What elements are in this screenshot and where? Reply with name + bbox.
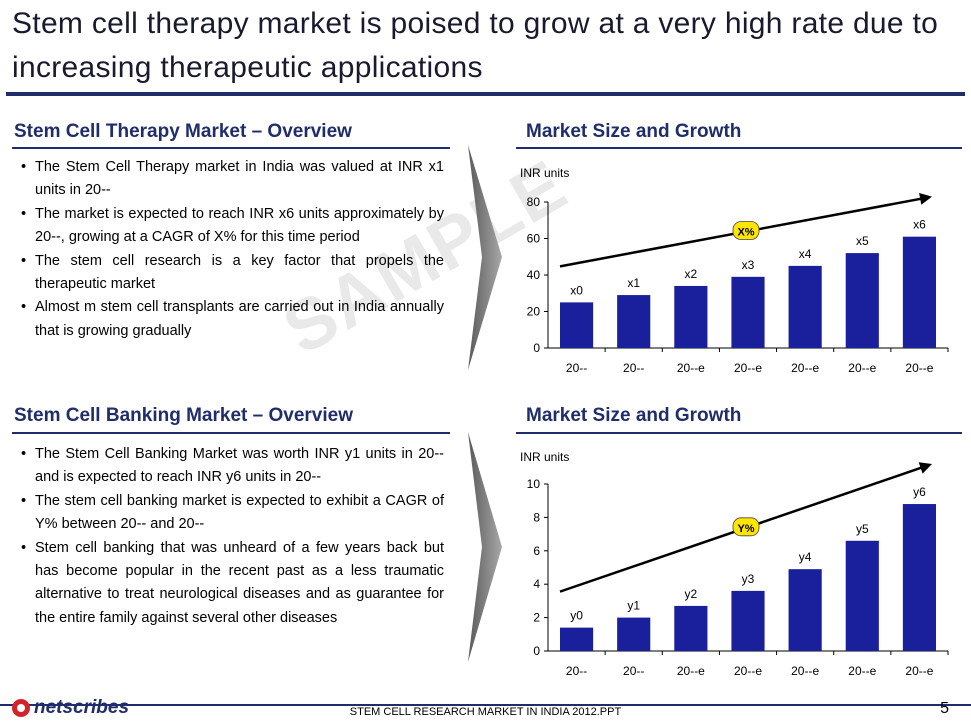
bar-data-label: x5 [856,234,869,248]
therapy-chart-heading-underline [516,147,962,149]
y-tick-label: 10 [527,477,541,491]
x-tick-label: 20--e [905,361,933,375]
bar [845,540,879,651]
bar [617,295,651,348]
x-tick-label: 20-- [566,361,587,375]
x-tick-label: 20--e [734,664,762,678]
therapy-bullets: The Stem Cell Therapy market in India wa… [20,156,444,343]
bar [902,236,936,348]
y-tick-label: 80 [527,195,541,209]
x-tick-label: 20-- [623,361,644,375]
netscribes-logo-icon [12,698,30,717]
bar-data-label: x0 [570,283,583,297]
x-tick-label: 20-- [623,664,644,678]
bar [845,253,879,348]
chevron-arrow-icon [468,145,502,370]
bar-data-label: y2 [685,587,698,601]
x-tick-label: 20--e [905,664,933,678]
netscribes-logo: netscribes [12,697,129,719]
x-tick-label: 20--e [791,664,819,678]
therapy-heading-underline [12,147,450,149]
y-tick-label: 0 [533,644,540,658]
banking-bullets: The Stem Cell Banking Market was worth I… [20,443,444,630]
bar-data-label: x2 [685,267,698,281]
bar-data-label: y5 [856,522,869,536]
bar-data-label: y1 [627,599,640,613]
therapy-heading: Stem Cell Therapy Market – Overview [14,121,352,142]
x-tick-label: 20--e [791,361,819,375]
bar [617,617,651,651]
bar-data-label: y4 [799,550,812,564]
bar-data-label: x3 [742,258,755,272]
bar [560,627,594,651]
y-tick-label: 4 [533,577,540,591]
y-axis-label: INR units [520,166,569,180]
banking-chart: INR units 0 2 4 6 8 10 y0 20-- y1 20-- y2 20--e y3 20-… [510,446,960,681]
footer-rule [0,704,971,706]
trend-arrowhead-icon [918,462,932,474]
footer-text: STEM CELL RESEARCH MARKET IN INDIA 2012.… [349,706,622,718]
y-tick-label: 20 [527,305,541,319]
y-tick-label: 0 [533,341,540,355]
cagr-label: X% [737,227,754,239]
slide-title: Stem cell therapy market is poised to gr… [12,7,939,84]
therapy-bullet: Almost m stem cell transplants are carri… [20,296,444,343]
bar [731,276,765,348]
y-tick-label: 2 [533,611,540,625]
banking-heading-underline [12,432,450,434]
bar-data-label: x6 [913,218,926,232]
bar [674,285,708,348]
banking-chart-heading: Market Size and Growth [526,405,742,426]
x-tick-label: 20-- [566,664,587,678]
cagr-badge [732,221,760,240]
x-tick-label: 20--e [677,664,705,678]
x-tick-label: 20--e [848,664,876,678]
title-rule [6,92,965,96]
bar-data-label: x1 [627,276,640,290]
trend-arrowhead-icon [919,192,932,205]
bar [560,302,594,348]
banking-bullet: The Stem Cell Banking Market was worth I… [20,443,444,490]
banking-bullet: The stem cell banking market is expected… [20,490,444,537]
x-tick-label: 20--e [677,361,705,375]
bar-data-label: y0 [570,609,583,623]
banking-chart-heading-underline [516,432,962,434]
x-tick-label: 20--e [734,361,762,375]
y-tick-label: 40 [527,268,541,282]
cagr-badge [732,517,760,537]
bar-data-label: y3 [742,572,755,586]
banking-bar-chart: INR units 0 2 4 6 8 10 y0 20-- y1 20-- y2 20--e y3 20-… [520,450,949,678]
y-axis-label: INR units [520,450,569,464]
therapy-bar-chart: INR units 0 20 40 60 80 x0 20-- x1 20-- x2 20--e x3 2… [520,166,949,375]
bar [674,605,708,651]
page-number: 5 [940,700,949,717]
therapy-bullet: The stem cell research is a key factor t… [20,250,444,297]
x-tick-label: 20--e [848,361,876,375]
bar-data-label: x4 [799,247,812,261]
bar [788,265,822,348]
banking-heading: Stem Cell Banking Market – Overview [14,405,353,426]
y-tick-label: 60 [527,232,541,246]
bar [902,504,936,651]
bar [788,569,822,651]
y-tick-label: 8 [533,510,540,524]
therapy-bullet: The Stem Cell Therapy market in India wa… [20,156,444,203]
chevron-arrow-icon [468,432,502,662]
therapy-chart: INR units 0 20 40 60 80 x0 20-- x1 20-- x2 20--e x3 2… [510,162,960,382]
banking-bullet: Stem cell banking that was unheard of a … [20,537,444,631]
y-tick-label: 6 [533,544,540,558]
bar-data-label: y6 [913,485,926,499]
therapy-chart-heading: Market Size and Growth [526,121,742,142]
cagr-label: Y% [737,523,754,535]
bar [731,590,765,651]
therapy-bullet: The market is expected to reach INR x6 u… [20,203,444,250]
